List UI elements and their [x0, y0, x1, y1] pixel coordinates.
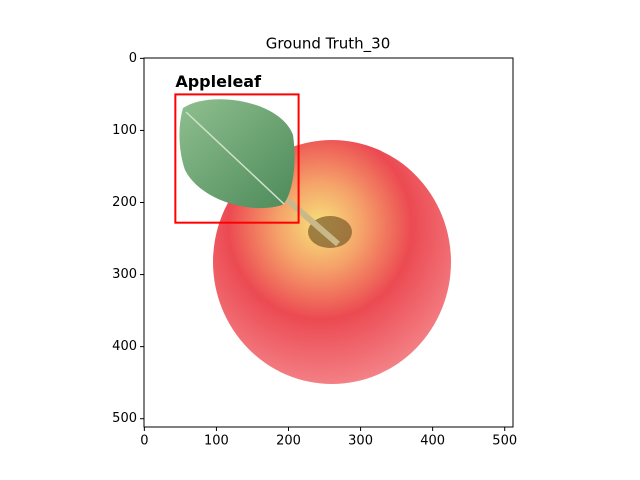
image — [144, 58, 513, 427]
axes-frame — [143, 57, 514, 428]
chart-title: Ground Truth_30 — [266, 35, 391, 54]
y-tick-label: 200 — [112, 195, 137, 210]
x-tick-label: 100 — [204, 434, 229, 449]
x-tick-label: 500 — [492, 434, 517, 449]
y-tick-label: 100 — [112, 123, 137, 138]
y-tick-label: 300 — [112, 267, 137, 282]
x-tick-label: 200 — [276, 434, 301, 449]
x-tick-label: 400 — [420, 434, 445, 449]
bounding-box — [174, 93, 300, 224]
y-tick-label: 400 — [112, 339, 137, 354]
x-tick-label: 0 — [140, 434, 148, 449]
y-tick-label: 500 — [112, 411, 137, 426]
x-tick-label: 300 — [348, 434, 373, 449]
box-label: Appleleaf — [175, 72, 262, 91]
y-tick-label: 0 — [129, 51, 137, 66]
